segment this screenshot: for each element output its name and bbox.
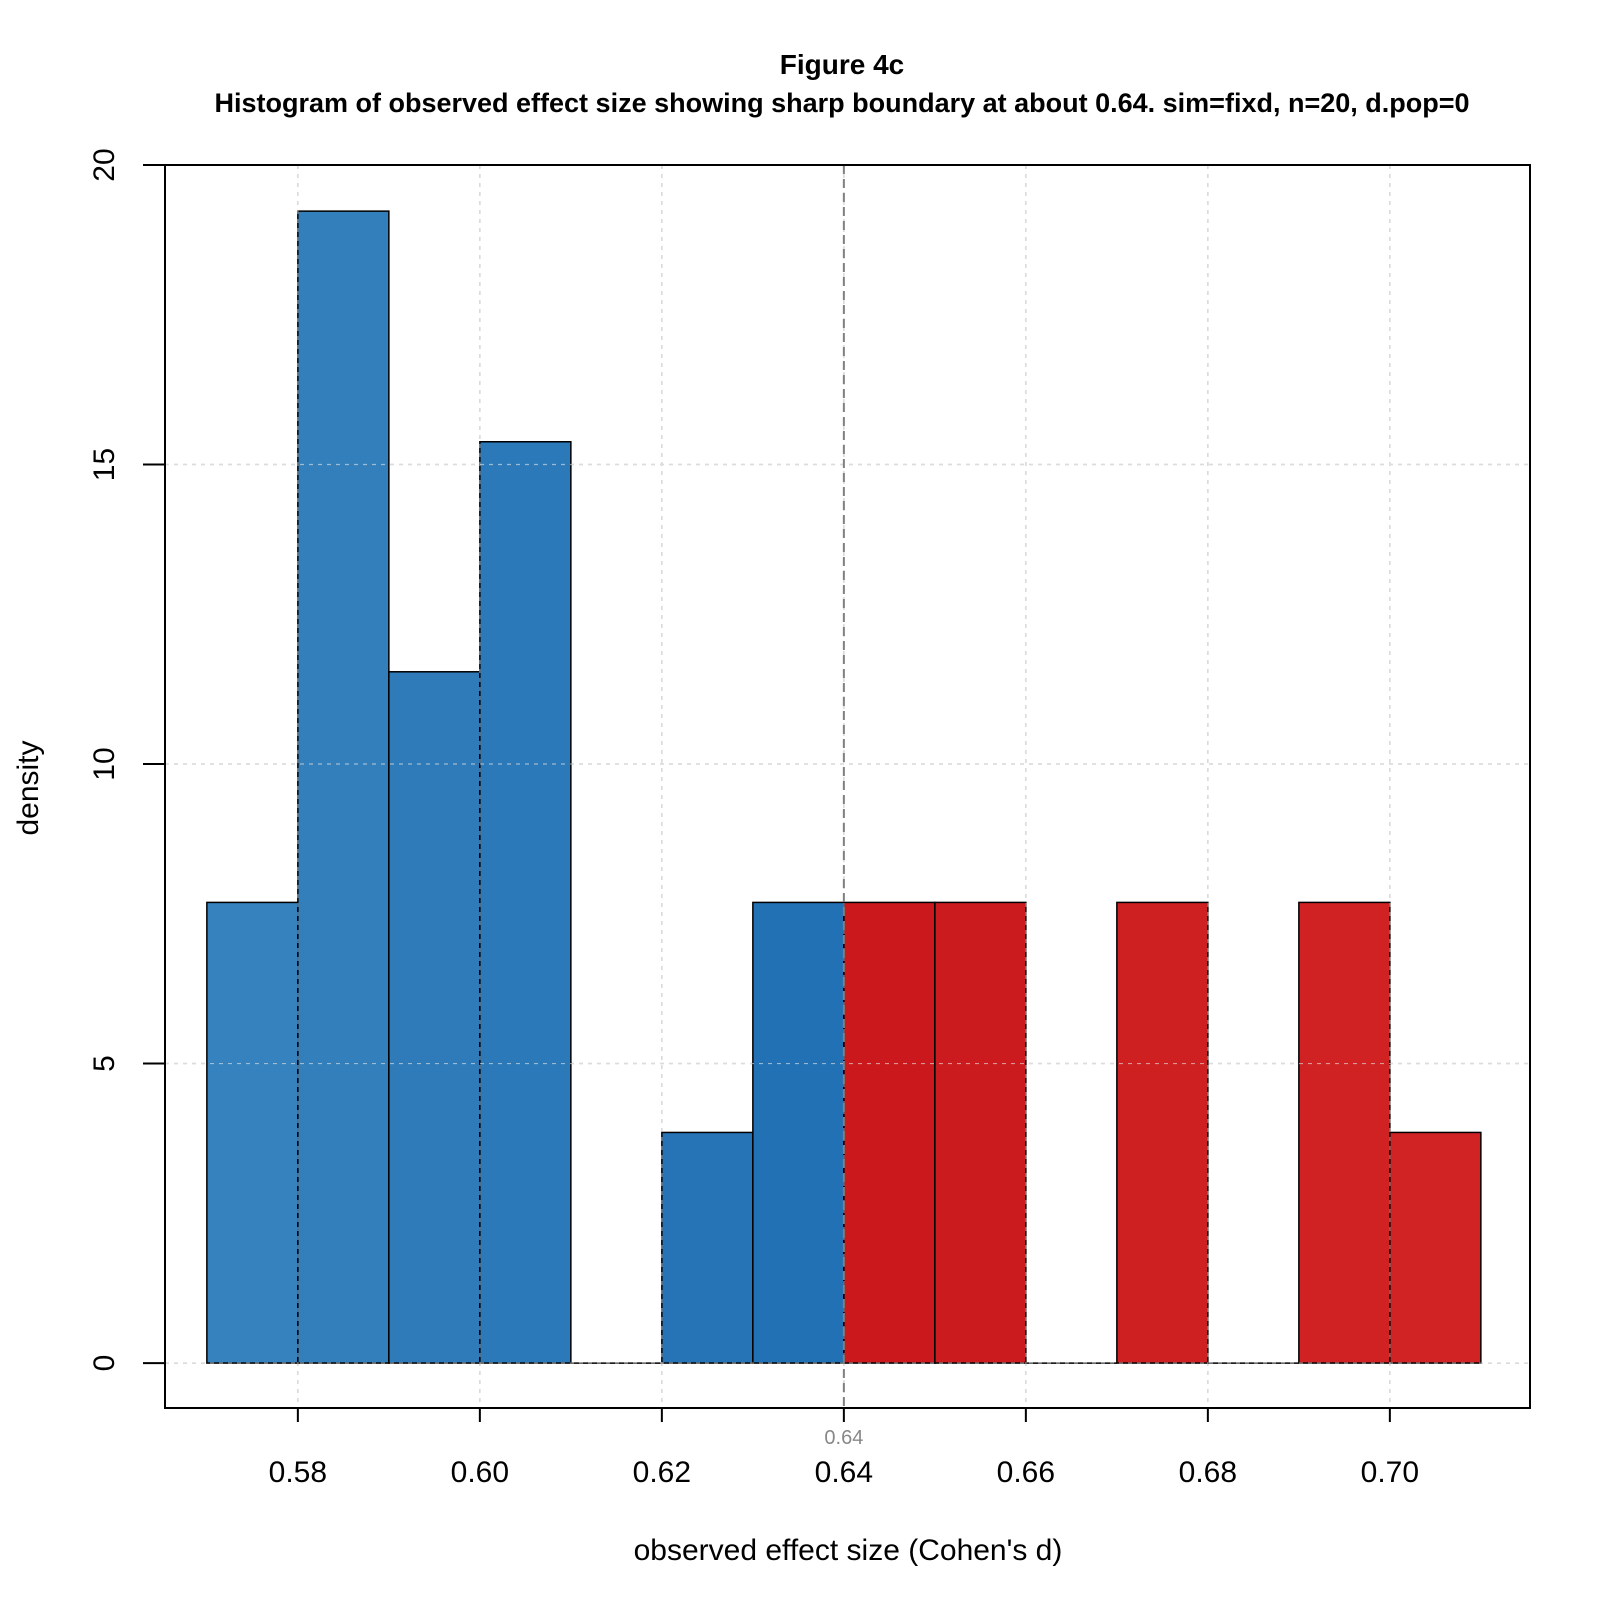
histogram-bar [1298,901,1391,1364]
x-tick-label: 0.70 [1361,1456,1419,1489]
histogram-bars [165,164,1530,1408]
histogram-bar [1389,1131,1482,1364]
x-tick-label: 0.68 [1179,1456,1237,1489]
y-tick-label: 5 [88,1055,121,1072]
histogram-bar [479,441,572,1364]
histogram-bar [752,901,845,1364]
x-tick-label: 0.60 [451,1456,509,1489]
histogram-bar [297,210,390,1364]
histogram-bar [661,1131,754,1364]
x-tick-label: 0.66 [997,1456,1055,1489]
y-tick-label: 20 [88,148,121,181]
chart-subtitle: Histogram of observed effect size showin… [214,88,1469,118]
x-tick-label: 0.64 [815,1456,873,1489]
histogram-bar [206,901,299,1364]
x-tick-label: 0.58 [269,1456,327,1489]
reference-line-label: 0.64 [824,1427,863,1449]
plot-frame [164,164,1531,1409]
histogram-bar [1116,901,1209,1364]
y-tick-label: 15 [88,448,121,481]
chart-title: Figure 4c [780,49,904,80]
x-axis-label: observed effect size (Cohen's d) [634,1534,1063,1567]
histogram-bar [843,901,936,1364]
y-axis-label: density [12,740,45,835]
x-axis: 0.58 0.60 0.62 0.64 0.66 0.68 0.70 [269,1408,1419,1489]
x-tick-label: 0.62 [633,1456,691,1489]
y-tick-label: 0 [88,1355,121,1372]
y-tick-label: 10 [88,747,121,780]
histogram-bar [388,671,481,1364]
y-axis: 0 5 10 15 20 [88,148,165,1371]
histogram-bar [934,901,1027,1364]
